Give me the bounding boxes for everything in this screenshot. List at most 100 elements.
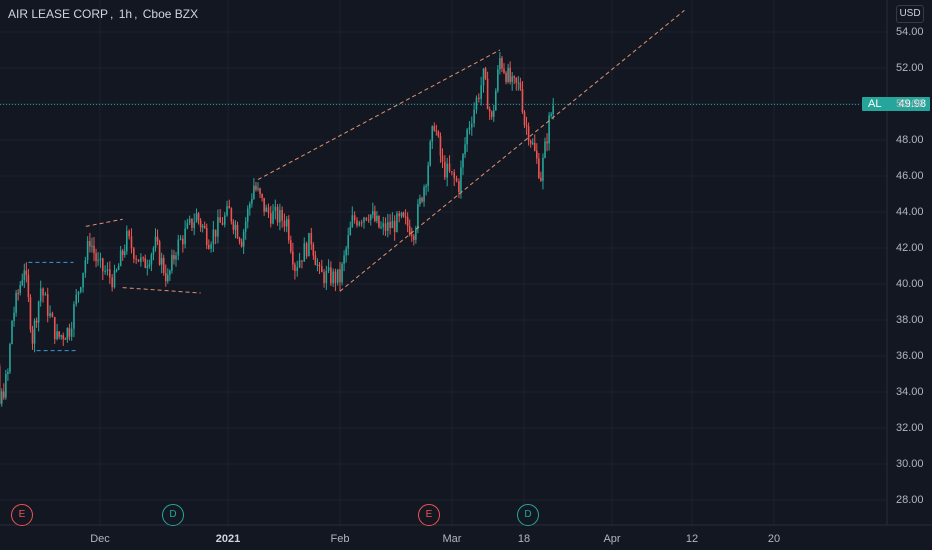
candle-body [435, 130, 438, 132]
dividend-event-marker[interactable]: D [517, 504, 539, 526]
candle-body [119, 250, 122, 267]
candle-body [197, 213, 200, 221]
candle-body [448, 163, 451, 172]
candle-body [339, 269, 341, 283]
candle-body [425, 185, 427, 188]
candle-body [195, 213, 198, 223]
candle-body [42, 288, 44, 296]
candle-body [236, 224, 239, 239]
candle-body [68, 328, 71, 337]
candle-body [144, 258, 147, 268]
candle-body [507, 67, 509, 82]
candlestick-series [0, 52, 554, 407]
earnings-event-marker[interactable]: E [418, 504, 440, 526]
candle-body [226, 206, 228, 216]
candle-body [188, 218, 191, 223]
earnings-letter: E [18, 509, 26, 520]
candle-body [46, 294, 49, 317]
candle-body [66, 328, 69, 340]
candle-body [382, 223, 385, 228]
dividend-event-marker[interactable]: D [162, 504, 184, 526]
candle-body [267, 207, 270, 214]
candle-body [400, 212, 403, 217]
candle-body [533, 142, 536, 151]
candle-body [473, 109, 475, 124]
candle-body [135, 258, 137, 260]
candle-body [15, 292, 17, 313]
candle-body [251, 198, 253, 204]
candle-body [146, 266, 149, 268]
candle-body [444, 161, 446, 178]
candle-body [104, 271, 106, 273]
candle-body [462, 154, 464, 168]
candle-body [546, 141, 548, 144]
candle-body [492, 110, 495, 117]
candle-body [552, 105, 554, 114]
time-tick-label: Feb [330, 533, 350, 545]
time-tick-label: Mar [442, 533, 462, 545]
candle-body [358, 222, 361, 226]
candle-body [308, 232, 310, 257]
candle-body [393, 220, 396, 233]
candle-body [482, 68, 485, 86]
candle-body [244, 221, 247, 232]
candle-body [186, 222, 189, 229]
candle-body [111, 277, 113, 288]
candle-body [156, 236, 159, 242]
candle-body [538, 158, 540, 178]
candle-body [175, 255, 177, 260]
candle-body [488, 109, 491, 112]
candle-body [179, 238, 182, 240]
candle-body [367, 219, 370, 221]
candle-body [49, 313, 51, 317]
price-tick-label: 28.00 [896, 494, 924, 506]
candle-body [290, 240, 292, 252]
candle-body [527, 126, 530, 141]
exchange-label: Cboe BZX [142, 7, 199, 21]
candle-body [318, 264, 321, 267]
candle-body [0, 391, 3, 404]
candle-body [162, 257, 165, 273]
candle-body [464, 144, 466, 155]
candle-body [99, 258, 102, 261]
earnings-event-marker[interactable]: E [11, 504, 33, 526]
candle-body [427, 165, 429, 186]
candle-body [391, 220, 394, 229]
price-tick-label: 40.00 [896, 278, 924, 290]
candle-body [7, 371, 9, 375]
candle-body [60, 335, 62, 337]
candle-body [406, 217, 409, 227]
price-label-value: 49.98 [898, 98, 926, 110]
candle-body [171, 255, 173, 271]
candle-body [228, 206, 231, 209]
price-tick-label: 52.00 [896, 62, 924, 74]
candle-body [232, 221, 235, 230]
candle-body [497, 69, 499, 91]
trendline-line [122, 287, 201, 294]
candle-body [217, 217, 219, 237]
candle-body [279, 209, 281, 223]
candle-body [495, 90, 497, 111]
candle-body [17, 292, 19, 294]
candle-body [363, 217, 365, 223]
dividend-letter: D [524, 509, 532, 520]
candle-body [536, 150, 538, 159]
candle-body [154, 236, 157, 249]
candle-body [205, 228, 208, 245]
candle-body [9, 343, 11, 372]
candle-body [253, 185, 255, 199]
candle-body [548, 115, 550, 144]
candle-body [511, 76, 513, 82]
candle-body [238, 238, 241, 242]
candle-body [123, 251, 126, 255]
candle-body [402, 212, 405, 217]
candle-body [347, 235, 349, 249]
candle-body [408, 226, 411, 236]
candle-body [259, 188, 261, 194]
candle-body [509, 67, 511, 82]
candle-body [433, 126, 436, 131]
currency-button[interactable]: USD [896, 5, 924, 23]
candle-body [191, 218, 193, 228]
candle-body [441, 155, 444, 162]
